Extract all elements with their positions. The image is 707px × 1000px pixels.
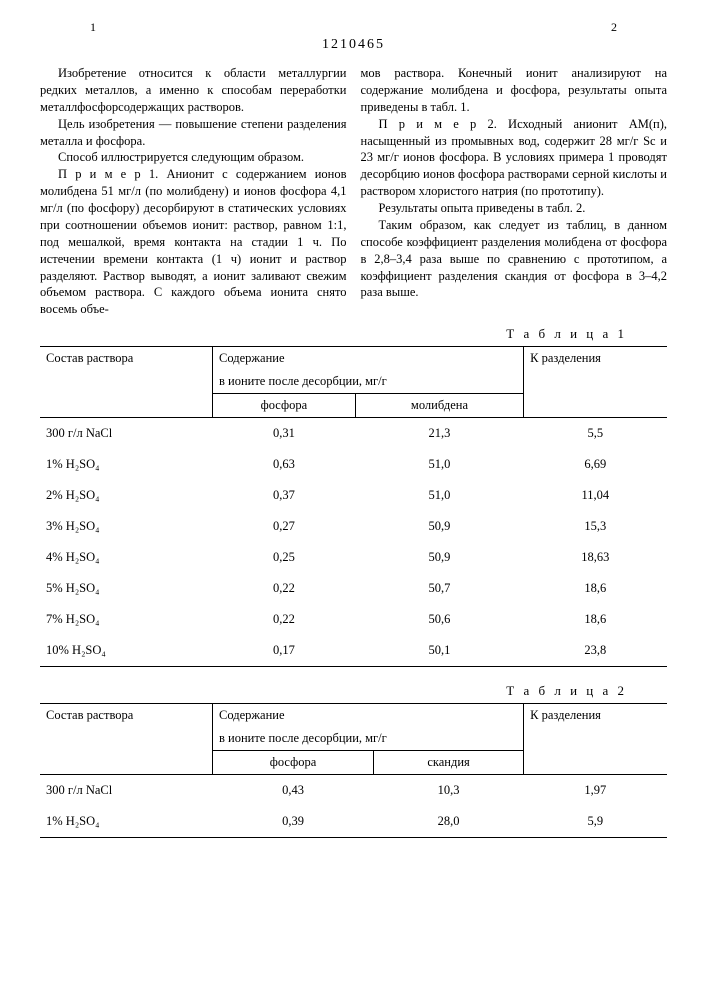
cell: 11,04: [524, 480, 667, 511]
cell: 21,3: [355, 418, 523, 450]
para: П р и м е р 1. Анионит с содержанием ион…: [40, 166, 347, 318]
cell: 5,5: [524, 418, 667, 450]
table-row: 10% H₂SO₄0,1750,123,8: [40, 635, 667, 667]
para: Изобретение относится к области металлур…: [40, 65, 347, 116]
cell: 10,3: [374, 775, 524, 807]
cell: 10% H₂SO₄: [40, 635, 213, 667]
cell: 5,9: [524, 806, 667, 838]
cell: 0,37: [213, 480, 356, 511]
cell: 0,27: [213, 511, 356, 542]
cell: 1% H₂SO₄: [40, 806, 213, 838]
cell: 0,63: [213, 449, 356, 480]
cell: 50,1: [355, 635, 523, 667]
body-columns: Изобретение относится к области металлур…: [40, 65, 667, 318]
th: фосфора: [213, 751, 374, 775]
page-left: 1: [90, 20, 96, 35]
cell: 23,8: [524, 635, 667, 667]
table2-title: Т а б л и ц а 2: [40, 683, 627, 699]
th: в ионите после десорбции, мг/г: [213, 370, 524, 394]
th: фосфора: [213, 394, 356, 418]
cell: 0,22: [213, 604, 356, 635]
cell: 0,39: [213, 806, 374, 838]
cell: 50,7: [355, 573, 523, 604]
cell: 6,69: [524, 449, 667, 480]
cell: 300 г/л NaCl: [40, 418, 213, 450]
cell: 2% H₂SO₄: [40, 480, 213, 511]
cell: 51,0: [355, 449, 523, 480]
doc-number: 1210465: [40, 37, 667, 53]
cell: 18,63: [524, 542, 667, 573]
para: Таким образом, как следует из таблиц, в …: [361, 217, 668, 301]
cell: 50,9: [355, 542, 523, 573]
cell: 7% H₂SO₄: [40, 604, 213, 635]
table-row: 300 г/л NaCl0,4310,31,97: [40, 775, 667, 807]
cell: 4% H₂SO₄: [40, 542, 213, 573]
cell: 0,17: [213, 635, 356, 667]
cell: 50,9: [355, 511, 523, 542]
th: Состав раствора: [40, 347, 213, 418]
th: Содержание: [213, 704, 524, 728]
page-numbers: 1 2: [40, 20, 667, 35]
para: Цель изобретения — повышение степени раз…: [40, 116, 347, 150]
th: К разделения: [524, 704, 667, 775]
table-row: 300 г/л NaCl0,3121,35,5: [40, 418, 667, 450]
cell: 15,3: [524, 511, 667, 542]
th: Состав раствора: [40, 704, 213, 775]
page-right: 2: [611, 20, 617, 35]
para: Способ иллюстрируется следующим образом.: [40, 149, 347, 166]
para: П р и м е р 2. Исходный анионит АМ(п), н…: [361, 116, 668, 200]
th: К разделения: [524, 347, 667, 418]
cell: 0,31: [213, 418, 356, 450]
cell: 0,22: [213, 573, 356, 604]
cell: 0,25: [213, 542, 356, 573]
cell: 51,0: [355, 480, 523, 511]
table-row: 5% H₂SO₄0,2250,718,6: [40, 573, 667, 604]
th: скандия: [374, 751, 524, 775]
cell: 1,97: [524, 775, 667, 807]
left-column: Изобретение относится к области металлур…: [40, 65, 347, 318]
cell: 3% H₂SO₄: [40, 511, 213, 542]
table1: Состав раствора Содержание К разделения …: [40, 346, 667, 667]
para: Результаты опыта приведены в табл. 2.: [361, 200, 668, 217]
cell: 28,0: [374, 806, 524, 838]
th: молибдена: [355, 394, 523, 418]
table-row: 1% H₂SO₄0,3928,05,9: [40, 806, 667, 838]
table-row: 3% H₂SO₄0,2750,915,3: [40, 511, 667, 542]
cell: 50,6: [355, 604, 523, 635]
right-column: мов раствора. Конечный ионит анализируют…: [361, 65, 668, 318]
th: в ионите после десорбции, мг/г: [213, 727, 524, 751]
para: мов раствора. Конечный ионит анализируют…: [361, 65, 668, 116]
table2: Состав раствора Содержание К разделения …: [40, 703, 667, 838]
table-row: 2% H₂SO₄0,3751,011,04: [40, 480, 667, 511]
cell: 18,6: [524, 604, 667, 635]
table-row: 1% H₂SO₄0,6351,06,69: [40, 449, 667, 480]
cell: 18,6: [524, 573, 667, 604]
cell: 1% H₂SO₄: [40, 449, 213, 480]
th: Содержание: [213, 347, 524, 371]
table1-title: Т а б л и ц а 1: [40, 326, 627, 342]
cell: 5% H₂SO₄: [40, 573, 213, 604]
table-row: 4% H₂SO₄0,2550,918,63: [40, 542, 667, 573]
table-row: 7% H₂SO₄0,2250,618,6: [40, 604, 667, 635]
cell: 0,43: [213, 775, 374, 807]
cell: 300 г/л NaCl: [40, 775, 213, 807]
